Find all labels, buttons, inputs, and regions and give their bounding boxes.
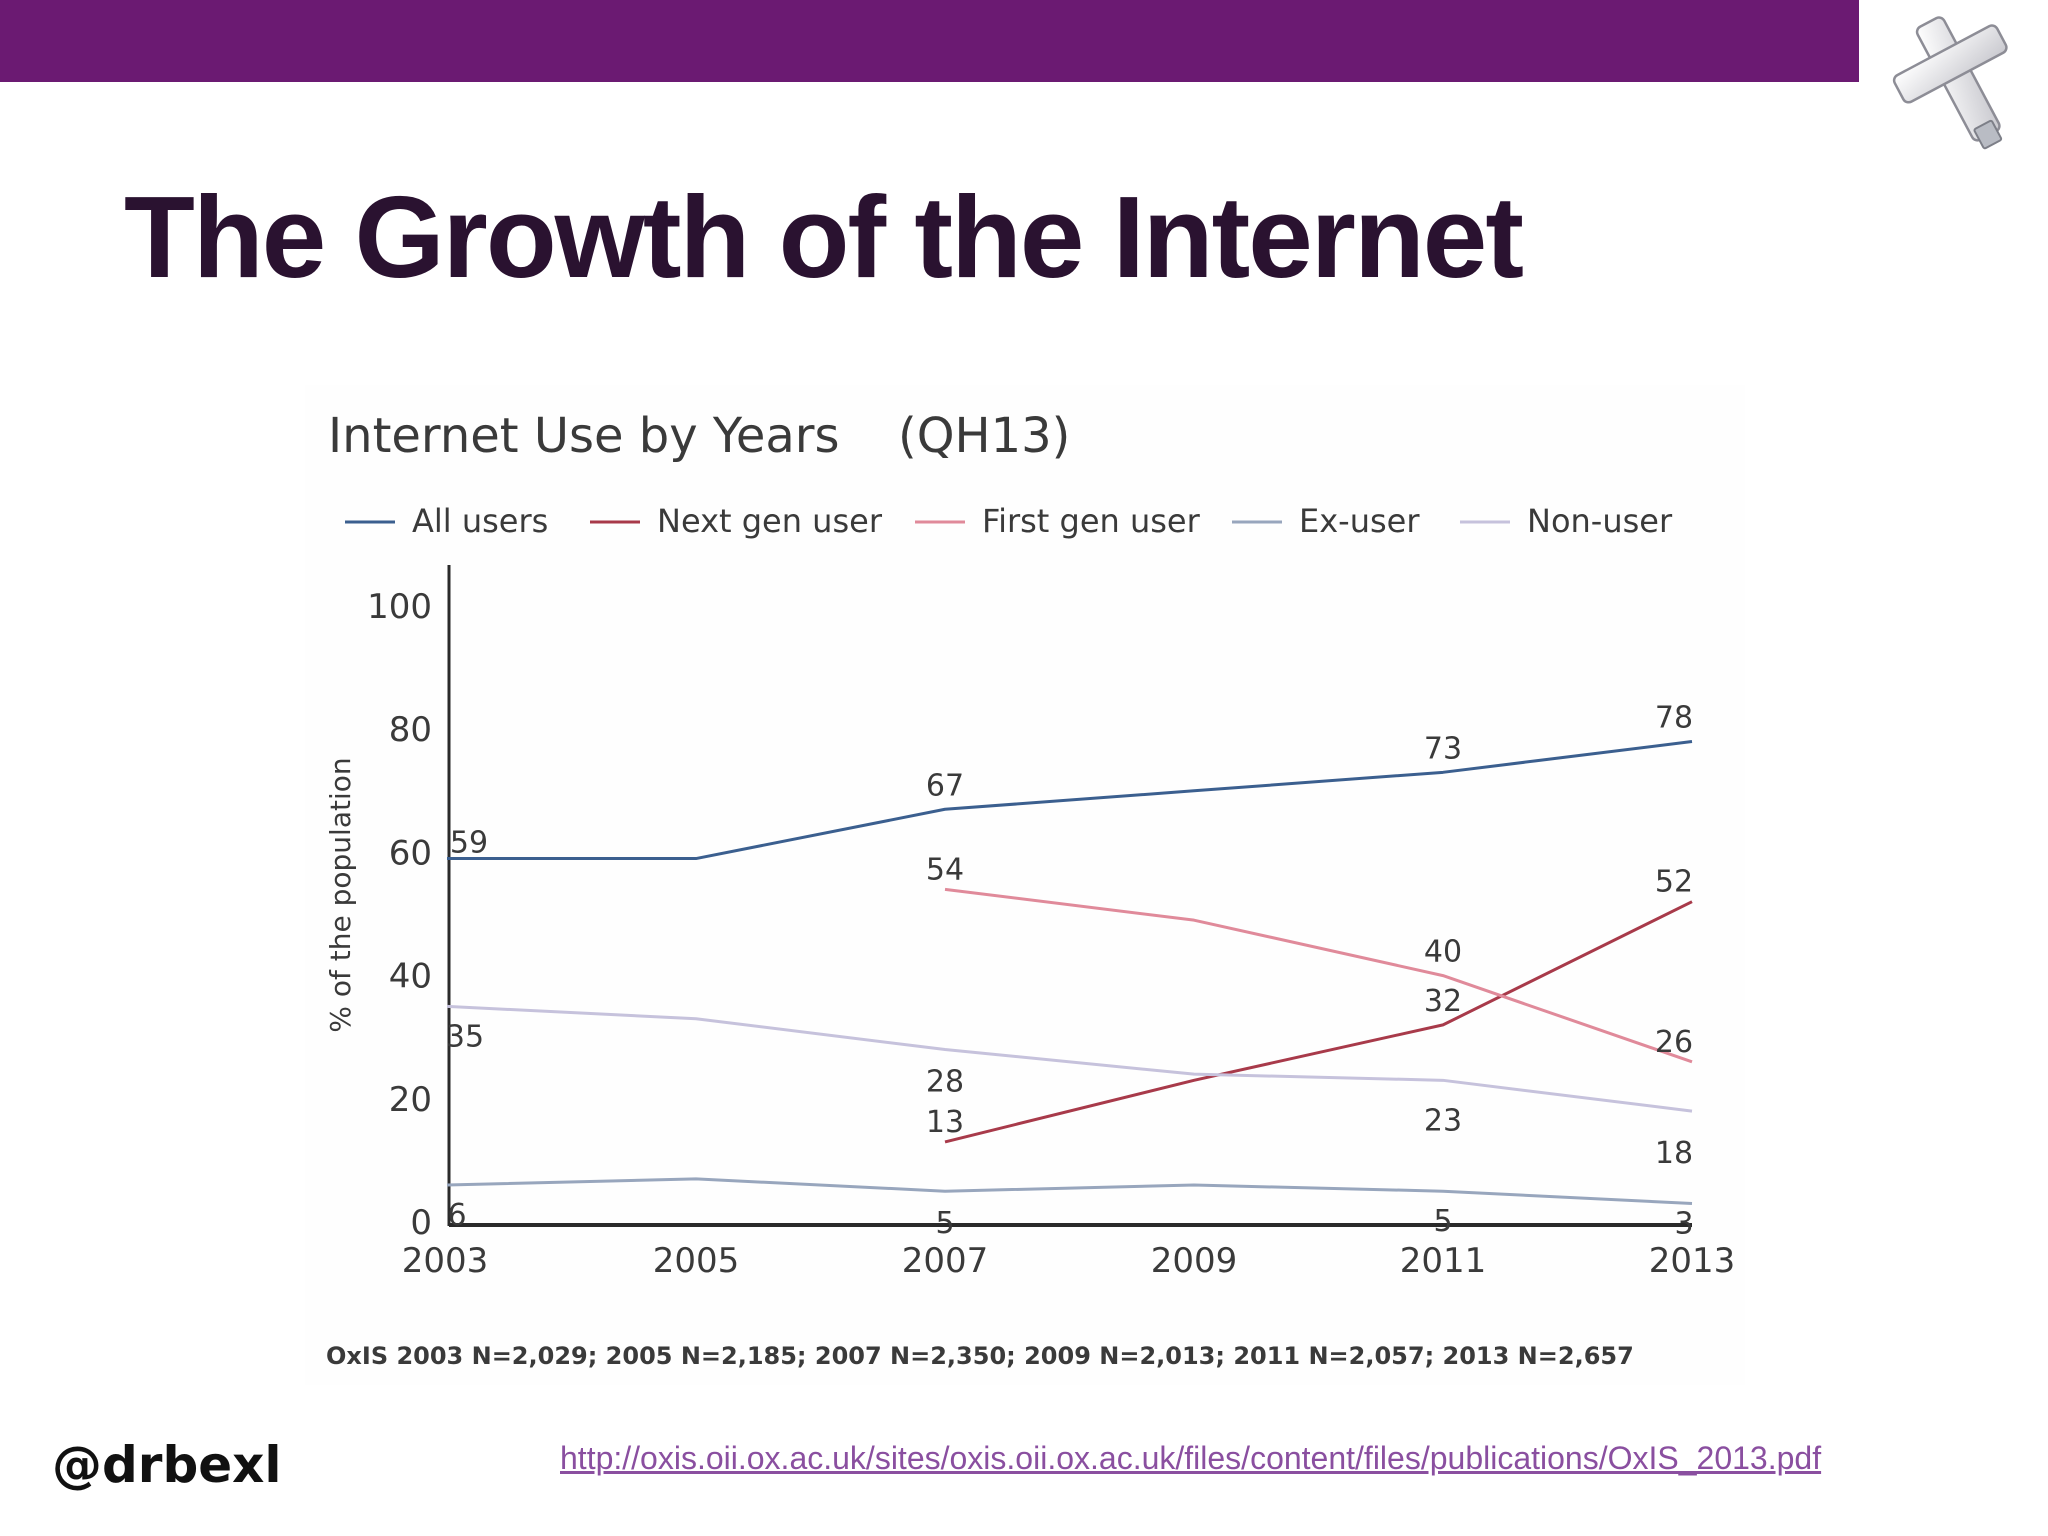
data-label: 23 [1424,1103,1462,1138]
x-tick-label: 2013 [1649,1241,1736,1281]
data-label: 32 [1424,984,1462,1019]
legend-entry: Non-user [1527,502,1673,540]
cross-usb-logo-icon [1892,16,2008,150]
y-tick-label: 40 [389,957,432,997]
legend-entry: All users [412,502,548,540]
series-line [446,1004,1693,1113]
data-label: 54 [926,852,964,887]
y-tick-label: 80 [389,710,432,750]
y-tick-label: 20 [389,1080,432,1120]
x-tick-label: 2003 [402,1241,489,1281]
series-line [447,740,1693,861]
legend-entry: Ex-user [1299,502,1420,540]
y-tick-label: 60 [389,833,432,873]
series-line [944,887,1693,1064]
chart-card [305,385,1745,1385]
data-label: 18 [1655,1136,1693,1171]
data-label: 28 [926,1065,964,1100]
chart-title-code: (QH13) [898,408,1071,464]
y-axis-title: % of the population [324,757,357,1032]
data-label: 5 [935,1206,954,1241]
chart-title: Internet Use by Years [328,408,840,464]
data-label: 13 [926,1105,964,1140]
data-label: 78 [1655,701,1693,736]
data-label: 52 [1655,865,1693,900]
y-tick-label: 100 [367,587,432,627]
data-label: 6 [447,1198,466,1233]
legend-entry: Next gen user [657,502,883,540]
author-handle: @drbexl [52,1436,282,1494]
legend-entry: First gen user [982,502,1201,540]
top-color-band [0,0,1859,82]
series-line [944,900,1693,1144]
data-label: 26 [1655,1025,1693,1060]
x-tick-label: 2005 [653,1241,740,1281]
slide-title: The Growth of the Internet [124,172,1524,302]
data-label: 40 [1424,935,1462,970]
x-tick-label: 2009 [1151,1241,1238,1281]
data-label: 3 [1674,1207,1693,1242]
x-tick-label: 2007 [902,1241,989,1281]
data-label: 67 [926,768,964,803]
data-label: 5 [1433,1204,1452,1239]
series-line [446,1177,1693,1206]
chart-sample-note: OxIS 2003 N=2,029; 2005 N=2,185; 2007 N=… [326,1342,1634,1370]
source-link[interactable]: http://oxis.oii.ox.ac.uk/sites/oxis.oii.… [560,1440,1822,1476]
y-tick-label: 0 [410,1203,432,1243]
data-label: 59 [450,826,488,861]
data-label: 35 [446,1019,484,1054]
data-label: 73 [1424,731,1462,766]
x-tick-label: 2011 [1400,1241,1487,1281]
